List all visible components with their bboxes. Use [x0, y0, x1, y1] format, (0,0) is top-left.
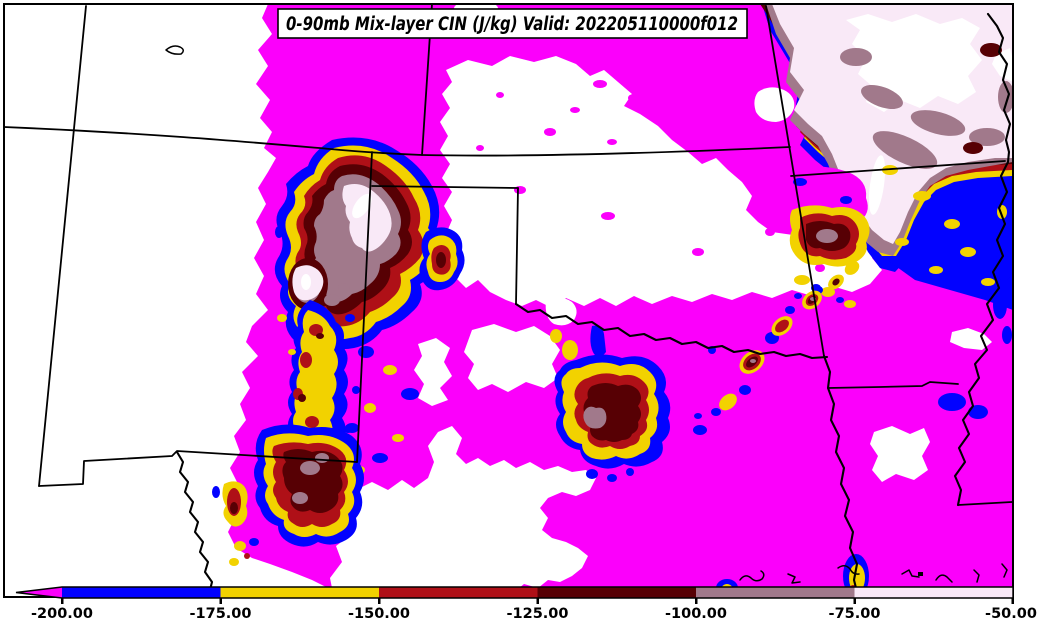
colorbar-label-6: -50.00: [985, 606, 1037, 622]
contour-feature-newmexico-texas: [212, 424, 364, 566]
state-borders: [4, 4, 1012, 596]
colorbar-segment-6: [854, 587, 1013, 598]
colorbar-segment-5: [696, 587, 855, 598]
cin-field-magenta-specks: [476, 80, 825, 272]
contour-feature-west-kansas: [419, 227, 465, 291]
colorbar-label-4: -100.00: [665, 606, 727, 622]
contour-feature-central-oklahoma: [550, 325, 671, 482]
colorbar-label-3: -125.00: [507, 606, 569, 622]
colorbar-label-2: -150.00: [348, 606, 410, 622]
cin-field-white-holes: [330, 4, 992, 596]
colorbar-segment-1: [62, 587, 221, 598]
contour-feature-small-specks: [716, 393, 988, 596]
colorbar-arrow-below-min: [16, 587, 62, 598]
colorbar-label-0: -200.00: [31, 606, 93, 622]
colorbar-label-1: -175.00: [190, 606, 252, 622]
colorbar-labels: -200.00 -175.00 -150.00 -125.00 -100.00 …: [31, 606, 1037, 622]
colorbar-segment-3: [379, 587, 538, 598]
contour-feature-colorado-kansas: [274, 137, 447, 350]
contour-feature-south-tail: [275, 226, 419, 474]
colorbar-segment-4: [537, 587, 696, 598]
title-box: 0-90mb Mix-layer CIN (J/kg) Valid: 20220…: [277, 8, 748, 39]
contour-feature-northeast: [760, 4, 1012, 344]
colorbar-label-5: -75.00: [829, 606, 881, 622]
colorbar-ticks: [61, 598, 1014, 604]
lakes-and-rivers-small: [165, 45, 1008, 584]
colorbar-segment-2: [220, 587, 379, 598]
colorbar-outline: [15, 586, 1014, 599]
page-title: 0-90mb Mix-layer CIN (J/kg) Valid: 20220…: [286, 14, 738, 35]
colorbar: -200.00 -175.00 -150.00 -125.00 -100.00 …: [15, 586, 1037, 622]
